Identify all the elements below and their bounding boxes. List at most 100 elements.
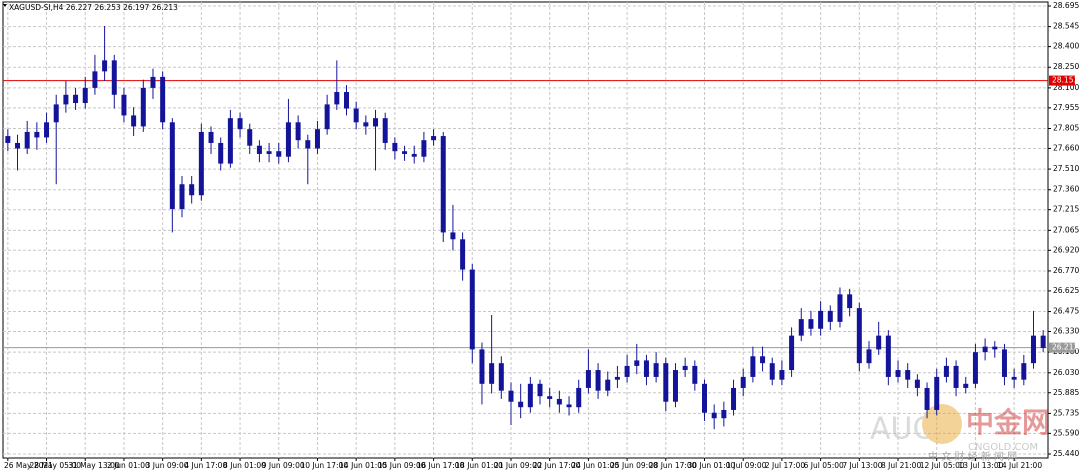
candle-body: [576, 387, 582, 408]
x-tick-label: 2 Jun 01:00: [107, 461, 150, 470]
candle-body: [256, 145, 262, 154]
x-tick-label: 1 Jul 09:00: [726, 461, 766, 470]
candle-body: [247, 129, 253, 146]
candle-body: [585, 370, 591, 388]
y-tick-label: 27.805: [1053, 123, 1079, 132]
candle-body: [731, 387, 737, 410]
candle-body: [382, 118, 388, 143]
x-tick-label: 28 May 05:00: [30, 461, 82, 470]
candle-body: [905, 370, 911, 380]
x-tick-label: 26 May 2021: [4, 461, 53, 470]
candle-body: [1001, 349, 1007, 377]
x-tick-label: 10 Jun 17:00: [300, 461, 348, 470]
y-tick-label: 28.400: [1053, 42, 1079, 51]
y-tick-label: 25.440: [1053, 449, 1079, 458]
candle-body: [992, 346, 998, 350]
candle-body: [24, 131, 30, 149]
x-tick-label: 8 Jun 01:00: [223, 461, 266, 470]
candle-body: [837, 294, 843, 322]
candle-body: [653, 363, 659, 377]
y-tick-label: 28.250: [1053, 62, 1079, 71]
candle-body: [314, 129, 320, 149]
candle-body: [808, 319, 814, 329]
y-tick-label: 27.510: [1053, 164, 1079, 173]
candle-body: [556, 398, 562, 405]
candle-body: [711, 412, 717, 419]
price-label: 28.153: [1052, 76, 1078, 85]
price-label-box: [1049, 75, 1075, 86]
candle-body: [140, 87, 146, 127]
x-tick-label: 6 Jul 05:00: [804, 461, 844, 470]
candle-body: [324, 104, 330, 130]
y-tick-label: 25.735: [1053, 408, 1079, 417]
price-label-box: [1049, 342, 1075, 353]
candle-body: [1030, 335, 1036, 364]
candle-body: [460, 239, 466, 270]
candle-body: [789, 335, 795, 371]
candle-body: [672, 370, 678, 402]
candle-body: [305, 140, 311, 149]
candle-body: [198, 131, 204, 196]
candle-body: [44, 122, 50, 138]
candle-body: [334, 92, 340, 105]
price-label: 26.213: [1052, 343, 1078, 352]
candle-body: [150, 76, 156, 88]
x-tick-label: 13 Jul 13:00: [958, 461, 1003, 470]
candle-body: [73, 94, 79, 104]
x-tick-label: 28 Jun 17:00: [649, 461, 697, 470]
candle-body: [847, 294, 853, 309]
candle-body: [924, 387, 930, 410]
y-tick-label: 28.545: [1053, 22, 1079, 31]
title-marker: [3, 4, 7, 7]
y-tick-label: 26.920: [1053, 245, 1079, 254]
candle-body: [469, 269, 475, 350]
x-tick-label: 9 Jun 09:00: [262, 461, 305, 470]
candle-body: [237, 118, 243, 130]
candle-body: [343, 92, 349, 109]
x-tick-label: 7 Jul 13:00: [842, 461, 882, 470]
candle-body: [1011, 376, 1017, 380]
watermark-logo: 中金网: [966, 406, 1050, 439]
candle-body: [682, 365, 688, 371]
y-tick-label: 25.590: [1053, 428, 1079, 437]
x-tick-label: 15 Jun 09:00: [378, 461, 426, 470]
y-tick-label: 27.660: [1053, 143, 1079, 152]
candle-body: [953, 365, 959, 388]
candle-body: [750, 356, 756, 377]
watermark-icon: [922, 404, 962, 444]
candle-body: [266, 151, 272, 154]
candle-body: [227, 118, 233, 164]
candle-body: [121, 94, 127, 116]
candle-body: [421, 140, 427, 157]
y-tick-label: 25.885: [1053, 388, 1079, 397]
candle-body: [373, 118, 379, 127]
candle-body: [779, 370, 785, 380]
y-tick-label: 26.625: [1053, 286, 1079, 295]
candle-body: [411, 153, 417, 157]
x-tick-label: 8 Jul 21:00: [881, 461, 921, 470]
candle-body: [440, 136, 446, 233]
candle-body: [353, 108, 359, 123]
candle-body: [34, 131, 40, 138]
chart-title: XAGUSD-SI,H4 26.227 26.253 26.197 26.213: [9, 3, 178, 12]
candle-body: [895, 370, 901, 377]
candle-body: [876, 335, 882, 350]
candle-body: [943, 365, 949, 377]
x-tick-label: 18 Jun 01:00: [455, 461, 503, 470]
candle-body: [963, 383, 969, 388]
candle-body: [595, 370, 601, 391]
candle-body: [479, 349, 485, 384]
y-tick-label: 26.030: [1053, 368, 1079, 377]
candle-body: [63, 94, 69, 105]
candle-body: [450, 232, 456, 240]
candle-body: [663, 363, 669, 402]
y-tick-label: 28.100: [1053, 83, 1079, 92]
x-tick-label: 31 May 13:00: [68, 461, 120, 470]
candle-body: [934, 376, 940, 410]
watermark-site: CNGOLD.COM: [968, 442, 1038, 453]
candle-body: [295, 122, 301, 141]
candle-body: [866, 349, 872, 364]
candle-body: [508, 390, 514, 402]
candle-body: [431, 136, 437, 141]
grid: [3, 2, 1048, 458]
